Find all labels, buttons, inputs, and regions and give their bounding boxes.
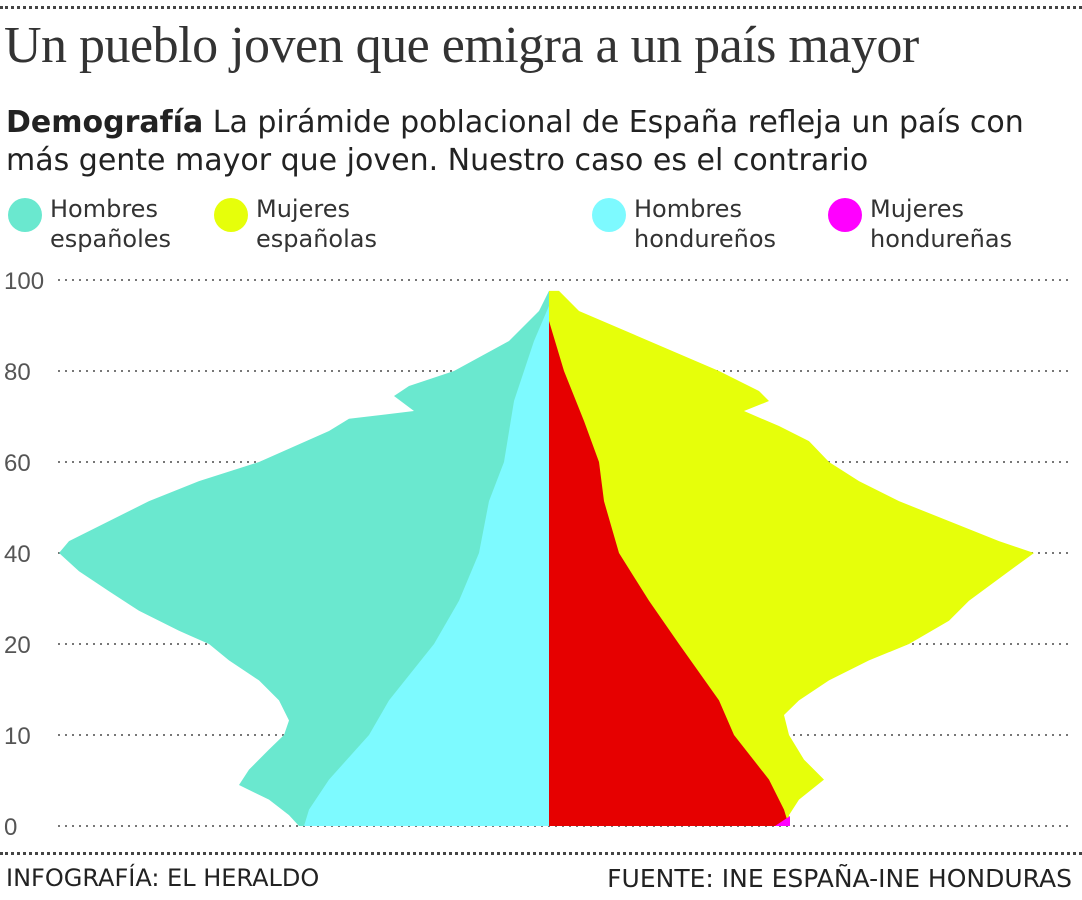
y-tick-label: 10 — [4, 723, 31, 750]
legend-item-hombres-hondurenos: Hombres hondureños — [592, 194, 794, 254]
legend-swatch — [592, 198, 626, 232]
chart-subtitle: Demografía La pirámide poblacional de Es… — [6, 104, 1081, 180]
top-divider — [0, 6, 1082, 9]
series-mujeres-hondurenas-base — [775, 816, 790, 826]
legend-swatch — [828, 198, 862, 232]
bottom-divider — [0, 852, 1082, 855]
legend-swatch — [8, 198, 42, 232]
series-mujeres-hondurenas — [549, 320, 789, 826]
legend-item-mujeres-hondurenas: Mujeres hondureñas — [828, 194, 1040, 254]
legend-swatch — [214, 198, 248, 232]
legend-label: Hombres hondureños — [634, 195, 777, 253]
y-tick-label: 100 — [4, 268, 44, 295]
chart-title: Un pueblo joven que emigra a un país may… — [4, 17, 919, 74]
credit-infografia: INFOGRAFÍA: EL HERALDO — [6, 864, 320, 892]
legend-label: Mujeres hondureñas — [870, 195, 1013, 253]
y-tick-label: 0 — [4, 814, 17, 841]
credit-fuente: FUENTE: INE ESPAÑA-INE HONDURAS — [607, 864, 1072, 893]
y-tick-label: 60 — [4, 450, 31, 477]
y-tick-label: 80 — [4, 359, 31, 386]
y-tick-label: 20 — [4, 632, 31, 659]
legend-item-mujeres-espanolas: Mujeres españolas — [214, 194, 396, 254]
legend-label: Mujeres españolas — [256, 195, 377, 253]
subtitle-text: La pirámide poblacional de España reflej… — [6, 105, 1024, 178]
subtitle-kicker: Demografía — [6, 105, 204, 140]
legend-item-hombres-espanoles: Hombres españoles — [8, 194, 190, 254]
series-hombres-hondurenos — [304, 305, 549, 826]
y-tick-label: 40 — [4, 541, 31, 568]
legend-label: Hombres españoles — [50, 195, 172, 253]
